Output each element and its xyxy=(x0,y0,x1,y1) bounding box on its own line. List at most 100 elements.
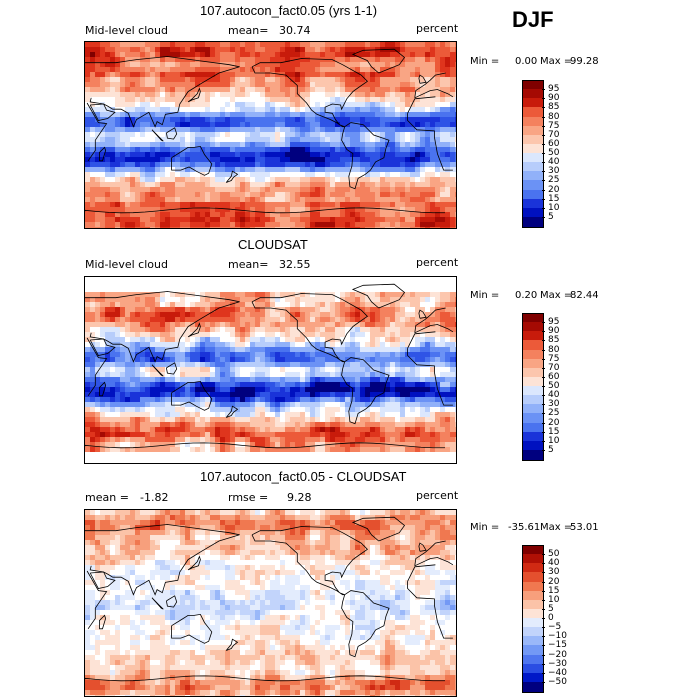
antarctica-coastline xyxy=(85,442,446,449)
panel3-units: percent xyxy=(416,489,459,502)
colorbar-swatch xyxy=(522,449,544,461)
colorbar-swatch xyxy=(522,198,544,209)
coastline xyxy=(166,127,178,140)
colorbar-label: 70 xyxy=(548,129,560,140)
colorbar-swatch xyxy=(522,349,544,360)
colorbar-swatch xyxy=(522,627,544,637)
colorbar-swatch xyxy=(522,554,544,564)
coastline xyxy=(225,170,239,183)
coastline xyxy=(98,146,107,162)
colorbar-tick xyxy=(542,404,545,406)
colorbar-tick xyxy=(542,98,545,100)
colorbar-tick xyxy=(542,331,545,333)
colorbar-label: 25 xyxy=(548,408,560,419)
colorbar-swatch xyxy=(522,599,544,610)
colorbar-label: 25 xyxy=(548,175,560,186)
coastline xyxy=(407,96,436,114)
colorbar-label: −40 xyxy=(548,667,567,678)
panel1-min-label: Min = xyxy=(470,56,500,67)
coastline xyxy=(166,362,178,375)
coastline xyxy=(341,590,390,658)
colorbar-swatch xyxy=(522,672,544,683)
colorbar-tick xyxy=(542,608,545,610)
colorbar-label: 40 xyxy=(548,558,560,569)
panel1-mean-value: 30.74 xyxy=(279,24,311,37)
panel3-map xyxy=(84,509,457,697)
coastline xyxy=(166,595,178,608)
panel3-min-label: Min = xyxy=(470,522,500,533)
colorbar-label: 40 xyxy=(548,390,560,401)
colorbar-swatch xyxy=(522,313,544,324)
colorbar-swatch xyxy=(522,367,544,378)
colorbar-label: 30 xyxy=(548,166,560,177)
colorbar-tick xyxy=(542,134,545,136)
coastline xyxy=(151,364,164,377)
colorbar-label: 10 xyxy=(548,594,560,605)
colorbar-label: −5 xyxy=(548,622,562,633)
map-cells xyxy=(85,42,456,228)
colorbar-label: 50 xyxy=(548,381,560,391)
colorbar-swatch xyxy=(522,340,544,350)
colorbar-label: 10 xyxy=(548,435,560,446)
colorbar-label: −30 xyxy=(548,658,567,669)
coastline xyxy=(418,542,427,552)
coastline xyxy=(86,337,108,397)
colorbar-tick xyxy=(542,636,545,638)
panel3-min-value: -35.61 xyxy=(508,522,541,533)
colorbar-tick xyxy=(542,207,545,209)
coastline xyxy=(407,348,453,406)
colorbar-tick xyxy=(542,581,545,583)
coastline xyxy=(89,103,116,121)
colorbar-swatch xyxy=(522,107,544,117)
colorbar-swatch xyxy=(522,654,544,665)
colorbar-tick xyxy=(542,599,545,601)
coastline xyxy=(407,581,453,639)
colorbar-swatch xyxy=(522,608,544,619)
coastline xyxy=(187,322,201,338)
colorbar-swatch xyxy=(522,590,544,601)
panel1-colorbar: 95 90 85 80 75 70 60 50 40 30 25 20 15 10 5 xyxy=(522,80,582,228)
panel1-max-label: Max = xyxy=(540,56,573,67)
panel3-colorbar: 50 40 30 20 15 10 5 0 −5 −10 −15 −20 −30 −40 −50 xyxy=(522,545,582,693)
colorbar-label: 20 xyxy=(548,576,560,587)
colorbar-tick xyxy=(542,340,545,342)
panel3-mean-label: mean = xyxy=(85,491,129,504)
colorbar-tick xyxy=(542,395,545,397)
map-field xyxy=(85,510,456,696)
coastline xyxy=(89,338,116,356)
colorbar-swatch xyxy=(522,134,544,145)
colorbar-label: 30 xyxy=(548,567,560,578)
colorbar-label: 90 xyxy=(548,93,560,104)
panel3-rmse-label: rmse = xyxy=(228,491,269,504)
panel2-max-label: Max = xyxy=(540,290,573,301)
colorbar-swatch xyxy=(522,572,544,582)
colorbar-tick xyxy=(542,590,545,592)
panel1-min-value: 0.00 xyxy=(515,56,538,67)
coastline xyxy=(171,145,213,176)
map-cells xyxy=(85,510,456,696)
colorbar-tick xyxy=(542,413,545,415)
colorbar-label: 80 xyxy=(548,344,560,355)
panel1-mean-label: mean= xyxy=(228,24,269,37)
colorbar-tick xyxy=(542,681,545,683)
coastline xyxy=(414,307,446,333)
colorbar-tick xyxy=(542,376,545,378)
coastline xyxy=(341,357,390,425)
colorbar-label: −50 xyxy=(548,676,567,687)
panel2-variable-label: Mid-level cloud xyxy=(85,258,168,271)
colorbar-swatch xyxy=(522,98,544,108)
colorbar-tick xyxy=(542,618,545,619)
coastline xyxy=(187,555,201,571)
colorbar-tick xyxy=(542,440,545,442)
colorbar-label: 60 xyxy=(548,138,560,149)
panel3-max-value: 53.01 xyxy=(570,522,599,533)
colorbar-tick xyxy=(542,563,545,565)
panel1-map xyxy=(84,41,457,229)
colorbar-label: 95 xyxy=(548,317,560,328)
colorbar-tick xyxy=(542,554,545,556)
colorbar-label: 30 xyxy=(548,399,560,410)
colorbar-label: 60 xyxy=(548,371,560,382)
colorbar-tick xyxy=(542,645,545,647)
coastline xyxy=(407,564,436,582)
panel2-title: CLOUDSAT xyxy=(238,237,308,252)
